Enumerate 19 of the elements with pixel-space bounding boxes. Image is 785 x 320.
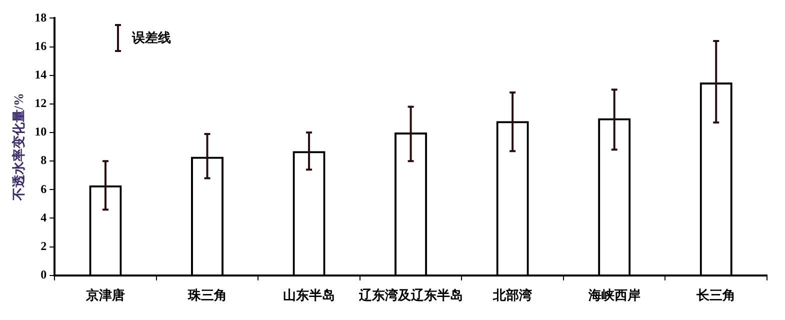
annotation: 误差线 bbox=[132, 29, 171, 47]
x-tick-label: 辽东湾及辽东半岛 bbox=[358, 288, 463, 303]
y-tick-label: 2 bbox=[40, 238, 47, 253]
x-tick-label: 长三角 bbox=[696, 288, 736, 303]
y-tick-label: 8 bbox=[40, 153, 47, 168]
x-tick-label: 珠三角 bbox=[186, 288, 227, 303]
y-tick-label: 4 bbox=[40, 210, 47, 224]
y-tick-label: 14 bbox=[34, 67, 47, 82]
y-tick-label: 16 bbox=[34, 38, 47, 53]
x-tick-label: 京津唐 bbox=[84, 288, 125, 303]
y-axis-title: 不透水率变化量/% bbox=[11, 92, 26, 202]
y-tick-label: 6 bbox=[40, 182, 47, 196]
y-tick-label: 10 bbox=[34, 124, 47, 139]
y-tick-label: 12 bbox=[34, 96, 47, 110]
y-tick-label: 0 bbox=[40, 267, 47, 282]
x-tick-label: 海峡西岸 bbox=[587, 288, 640, 303]
y-tick-label: 18 bbox=[34, 10, 47, 24]
x-tick-label: 北部湾 bbox=[492, 288, 532, 303]
x-tick-label: 山东半岛 bbox=[283, 288, 336, 303]
